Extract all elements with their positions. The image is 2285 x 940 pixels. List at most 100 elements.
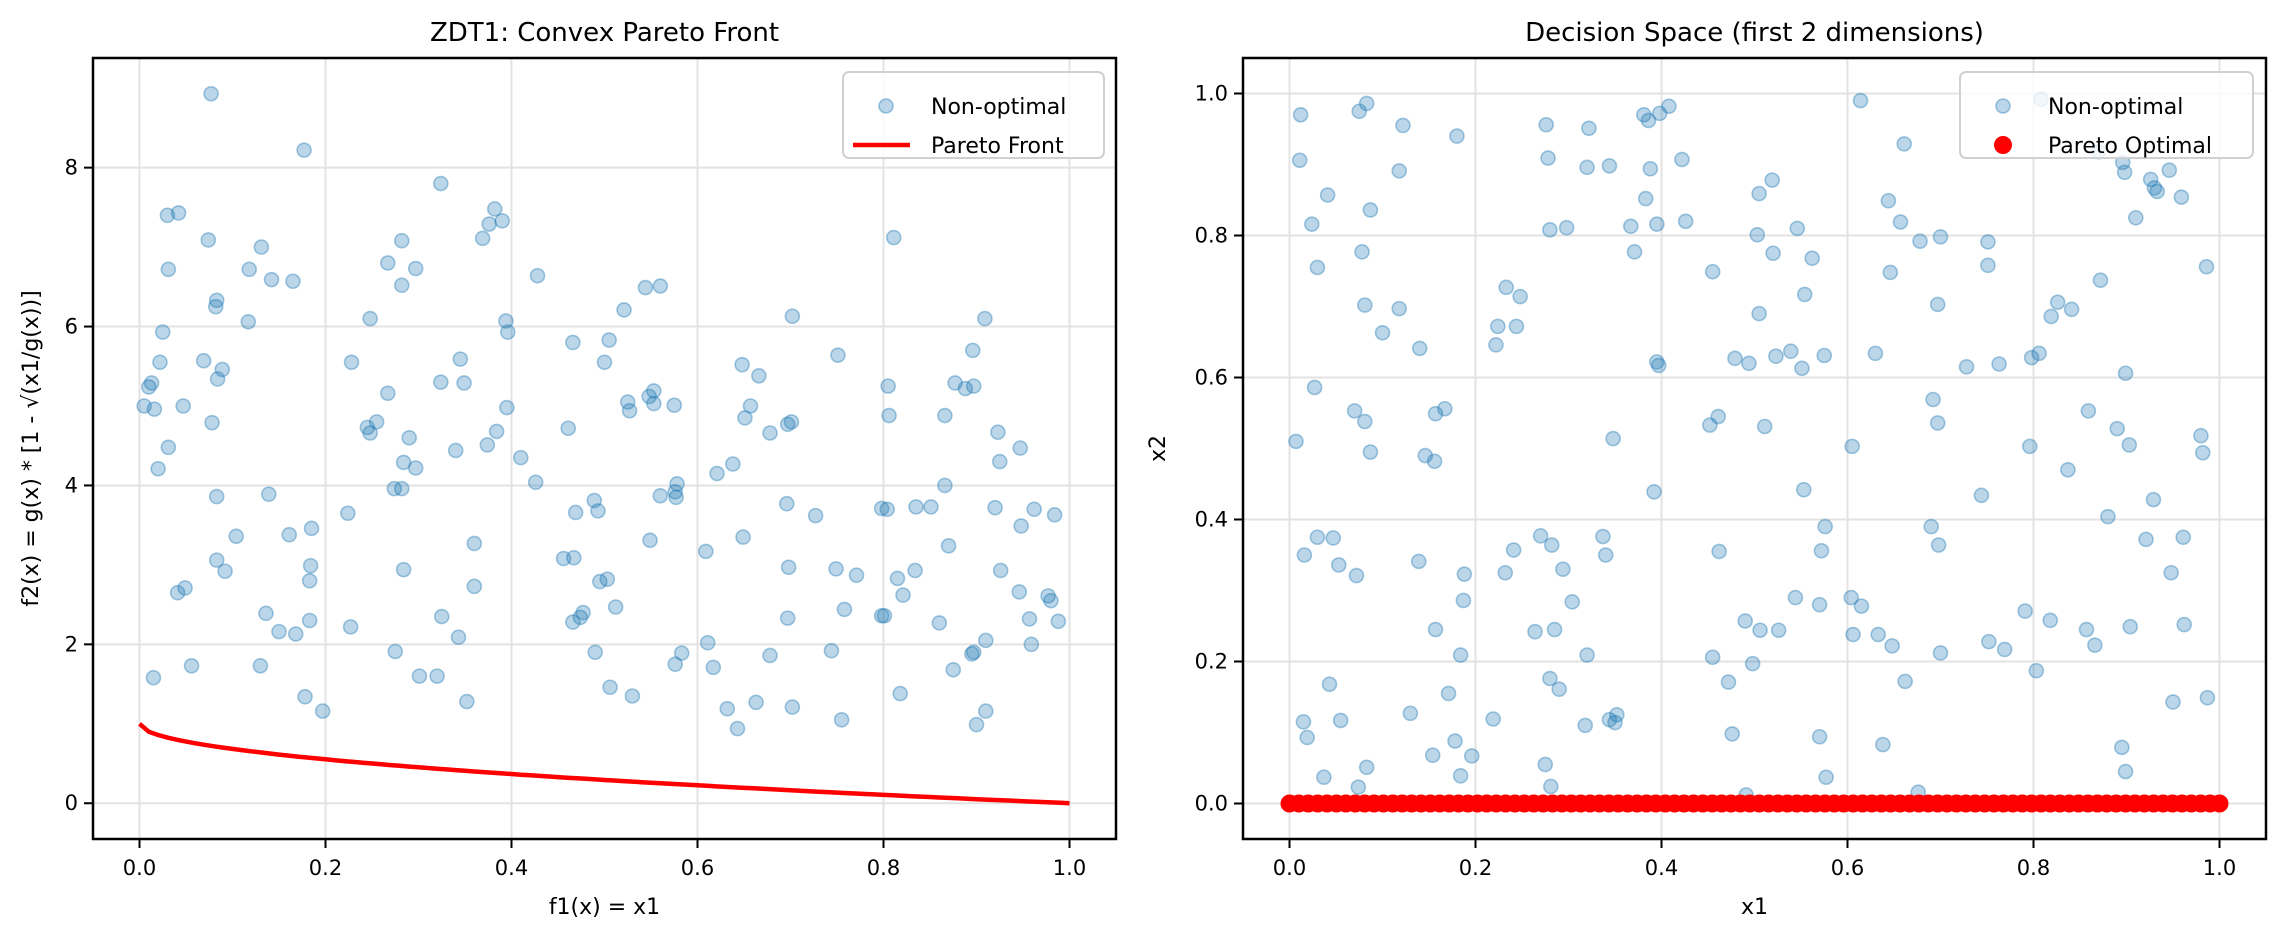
scatter-point (2031, 345, 2047, 362)
scatter-point (1332, 712, 1349, 729)
scatter-point (343, 354, 360, 371)
x-tick-label: 0.2 (309, 856, 342, 880)
scatter-point (1649, 354, 1665, 370)
scatter-point (301, 572, 318, 589)
scatter-point (1875, 736, 1891, 753)
scatter-point (1896, 136, 1913, 152)
scatter-point (1295, 714, 1312, 730)
scatter-point (937, 477, 953, 494)
scatter-point (452, 351, 469, 367)
scatter-point (2078, 621, 2095, 638)
scatter-point (429, 668, 445, 684)
legend: Non-optimal Pareto Optimal (1959, 71, 2254, 159)
scatter-point (1789, 220, 1806, 237)
scatter-point (1050, 613, 1067, 630)
scatter-point (152, 354, 168, 371)
scatter-point (2021, 438, 2038, 455)
scatter-point (965, 644, 982, 661)
scatter-point (297, 688, 313, 705)
scatter-point (1973, 487, 1990, 504)
scatter-point (1845, 626, 1861, 643)
scatter-point (1923, 518, 1939, 535)
scatter-point (1485, 711, 1501, 727)
scatter-point (1291, 152, 1308, 169)
scatter-point (2176, 616, 2192, 633)
scatter-point (1579, 647, 1595, 663)
scatter-point (2142, 171, 2159, 188)
scatter-point (494, 213, 511, 229)
scatter-point (271, 623, 287, 640)
scatter-point (1597, 547, 1614, 563)
scatter-point (876, 607, 893, 624)
scatter-point (602, 679, 618, 696)
scatter-point (393, 480, 410, 497)
scatter-point (965, 378, 982, 394)
scatter-point (830, 347, 846, 363)
scatter-point (527, 474, 544, 491)
scatter-point (1043, 592, 1059, 609)
scatter-point (1021, 611, 1038, 627)
scatter-point (387, 643, 404, 660)
scatter-point (987, 499, 1003, 516)
scatter-point (1853, 598, 1870, 614)
scatter-point (977, 703, 994, 719)
scatter-point (667, 656, 683, 673)
scatter-point (281, 526, 298, 543)
scatter-point (411, 668, 428, 684)
scatter-point (145, 669, 162, 686)
scatter-point (1674, 151, 1690, 168)
scatter-point (1362, 202, 1379, 218)
scatter-point (285, 273, 301, 290)
scatter-point (1026, 501, 1042, 518)
scatter-point (1581, 120, 1597, 137)
scatter-point (1351, 103, 1368, 120)
scatter-point (968, 716, 985, 733)
scatter-point (479, 437, 496, 453)
scatter-point (1395, 117, 1411, 134)
scatter-point (1316, 769, 1332, 786)
scatter-point (572, 609, 589, 626)
scatter-point (881, 407, 897, 424)
scatter-point (885, 229, 902, 246)
scatter-point (1402, 705, 1419, 722)
scatter-point (1930, 537, 1947, 553)
y-axis-label: x2 (1146, 435, 1171, 462)
scatter-point (2117, 763, 2134, 780)
scatter-point (1440, 685, 1457, 702)
scatter-point (512, 449, 529, 466)
scatter-point (433, 374, 449, 390)
scatter-point (1794, 360, 1810, 377)
scatter-point (637, 279, 654, 296)
scatter-point (1601, 158, 1618, 174)
scatter-point (1296, 547, 1313, 563)
scatter-point (601, 332, 617, 348)
scatter-point (1595, 528, 1611, 545)
scatter-point (263, 271, 280, 288)
marks (136, 85, 1070, 806)
scatter-point (287, 626, 304, 642)
scatter-point (1720, 674, 1737, 690)
scatter-point (992, 562, 1009, 579)
scatter-point (1330, 557, 1347, 573)
scatter-point (209, 371, 226, 387)
scatter-point (1623, 218, 1639, 235)
scatter-point (848, 567, 865, 584)
scatter-point (1543, 537, 1560, 553)
scatter-point (1455, 592, 1472, 609)
scatter-point (380, 385, 396, 402)
scatter-point (2194, 444, 2211, 461)
scatter-point (154, 324, 171, 340)
scatter-point (2128, 209, 2144, 226)
scatter-point (1787, 589, 1804, 606)
scatter-point (433, 608, 450, 625)
scatter-point (1358, 759, 1375, 776)
scatter-point (1764, 172, 1780, 188)
scatter-point (1649, 216, 1665, 232)
scatter-point (1306, 379, 1323, 396)
scatter-point (1677, 213, 1694, 230)
scatter-point (2114, 739, 2130, 756)
scatter-point (823, 642, 840, 659)
scatter-point (940, 538, 957, 554)
scatter-point (833, 712, 850, 728)
scatter-point (624, 688, 641, 704)
